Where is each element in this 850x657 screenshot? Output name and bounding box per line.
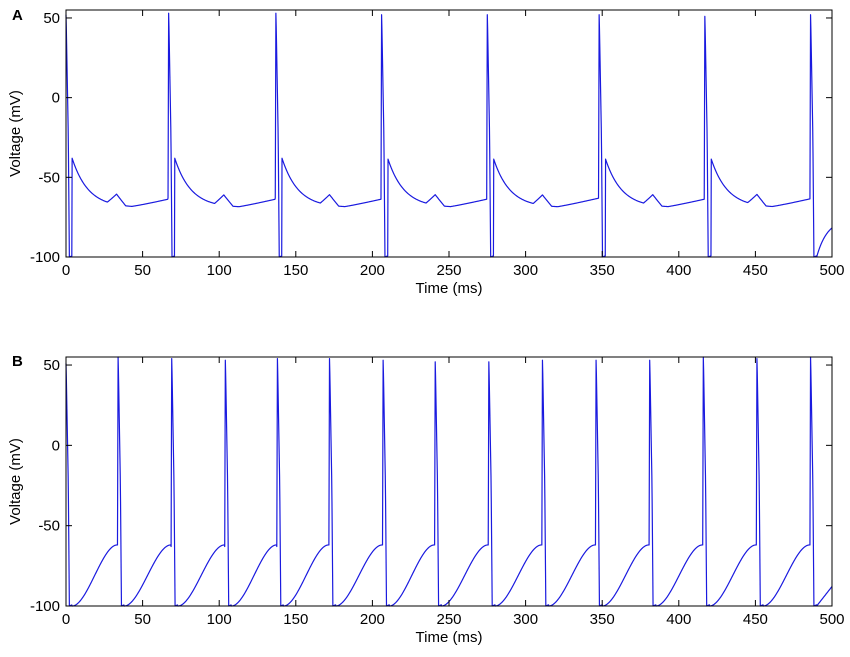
panel-b: 0 50 100 150 200 250 300 350 400 450 500 -100 -50 0 50… bbox=[7, 353, 845, 646]
x-tick-label: 250 bbox=[436, 611, 461, 628]
x-tick-label: 50 bbox=[134, 262, 151, 279]
y-tick-label: -100 bbox=[30, 249, 60, 266]
y-tick-label: 50 bbox=[43, 10, 60, 27]
plot-frame bbox=[65, 356, 833, 607]
y-tick-label: -100 bbox=[30, 598, 60, 615]
plot-frame bbox=[65, 9, 833, 258]
voltage-trace bbox=[65, 356, 833, 607]
x-axis-label: Time (ms) bbox=[416, 629, 483, 646]
x-tick-label: 150 bbox=[283, 611, 308, 628]
x-tick-label: 50 bbox=[134, 611, 151, 628]
x-tick-label: 450 bbox=[743, 611, 768, 628]
x-tick-label: 100 bbox=[207, 611, 232, 628]
x-tick-label: 150 bbox=[283, 262, 308, 279]
voltage-trace bbox=[65, 12, 833, 258]
x-tick-label: 300 bbox=[513, 262, 538, 279]
x-axis-label: Time (ms) bbox=[416, 280, 483, 297]
x-tick-label: 0 bbox=[62, 611, 70, 628]
y-axis-label: Voltage (mV) bbox=[7, 90, 24, 177]
x-tick-label: 400 bbox=[666, 611, 691, 628]
y-tick-label: -50 bbox=[38, 169, 60, 186]
y-tick-label: 0 bbox=[52, 90, 60, 107]
y-axis-label: Voltage (mV) bbox=[7, 438, 24, 525]
x-tick-label: 100 bbox=[207, 262, 232, 279]
x-tick-label: 300 bbox=[513, 611, 538, 628]
y-tick-label: -50 bbox=[38, 518, 60, 535]
panel-label: A bbox=[12, 7, 23, 24]
x-tick-label: 250 bbox=[436, 262, 461, 279]
x-tick-label: 350 bbox=[590, 262, 615, 279]
x-tick-label: 500 bbox=[819, 262, 844, 279]
y-tick-label: 50 bbox=[43, 357, 60, 374]
y-tick-label: 0 bbox=[52, 437, 60, 454]
panel-a: 0 50 100 150 200 250 300 350 400 450 500 -100 -50 0 50… bbox=[7, 7, 845, 297]
x-tick-label: 500 bbox=[819, 611, 844, 628]
x-tick-label: 350 bbox=[590, 611, 615, 628]
x-tick-label: 400 bbox=[666, 262, 691, 279]
panel-label: B bbox=[12, 353, 23, 370]
x-tick-label: 450 bbox=[743, 262, 768, 279]
x-tick-label: 200 bbox=[360, 262, 385, 279]
x-tick-label: 0 bbox=[62, 262, 70, 279]
x-tick-label: 200 bbox=[360, 611, 385, 628]
